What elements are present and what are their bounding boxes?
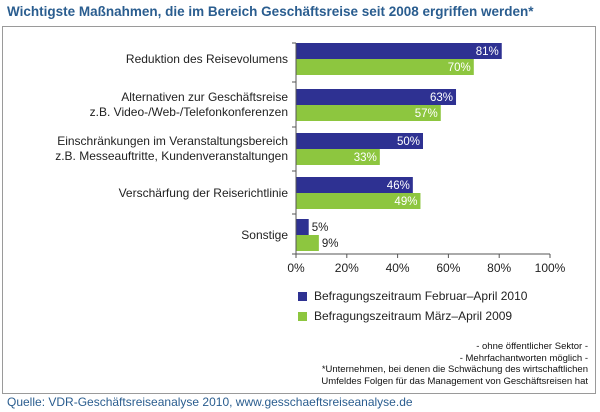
category-label-line: z.B. Messeauftritte, Kundenveranstaltung… <box>55 149 288 163</box>
legend-label-2009: Befragungszeitraum März–April 2009 <box>314 309 513 323</box>
category-label-line: Einschränkungen im Veranstaltungsbereich <box>57 134 288 148</box>
legend-item-2010: Befragungszeitraum Februar–April 2010 <box>298 289 527 303</box>
data-label: 5% <box>312 222 329 234</box>
category-label: Verschärfung der Reiserichtlinie <box>119 186 288 201</box>
data-label: 33% <box>354 152 377 164</box>
data-label: 63% <box>430 92 453 104</box>
bar <box>296 59 474 75</box>
bar <box>296 105 441 121</box>
x-tick-label: 0% <box>287 261 305 275</box>
data-label: 9% <box>322 238 339 250</box>
x-tick-label: 80% <box>487 261 511 275</box>
footnote-line: Umfeldes Folgen für das Management von G… <box>321 375 588 387</box>
category-label: Sonstige <box>241 228 288 243</box>
legend-label-2010: Befragungszeitraum Februar–April 2010 <box>314 289 528 303</box>
footnote-line: *Unternehmen, bei denen die Schwächung d… <box>321 364 588 376</box>
bar <box>296 219 309 235</box>
footnotes: - ohne öffentlicher Sektor - - Mehrfacha… <box>321 341 588 387</box>
x-tick-label: 100% <box>535 261 566 275</box>
data-label: 50% <box>397 136 420 148</box>
legend-swatch-2009 <box>298 311 307 321</box>
data-label: 57% <box>415 108 438 120</box>
bar <box>296 149 380 165</box>
footnote-line: - ohne öffentlicher Sektor - <box>476 341 588 352</box>
bar <box>296 43 502 59</box>
legend-item-2009: Befragungszeitraum März–April 2009 <box>298 309 512 323</box>
bar <box>296 89 457 105</box>
data-label: 70% <box>448 62 471 74</box>
bar <box>296 235 319 251</box>
footnote-line: - Mehrfachantworten möglich - <box>459 352 588 364</box>
category-label-line: Verschärfung der Reiserichtlinie <box>118 185 288 200</box>
x-tick-label: 20% <box>335 261 359 275</box>
legend-swatch-2010 <box>298 291 307 301</box>
chart-title: Wichtigste Maßnahmen, die im Bereich Ges… <box>7 4 534 19</box>
category-label-line: Reduktion des Reisevolumens <box>125 51 288 66</box>
data-label: 46% <box>387 180 410 192</box>
x-tick-label: 60% <box>436 261 460 275</box>
category-label-line: Alternativen zur Geschäftsreise <box>121 90 288 104</box>
x-tick-label: 40% <box>386 261 410 275</box>
data-label: 81% <box>476 46 499 58</box>
chart-frame <box>2 26 596 394</box>
bar <box>296 193 421 209</box>
source-line: Quelle: VDR-Geschäftsreiseanalyse 2010, … <box>7 395 413 409</box>
category-label: Alternativen zur Geschäftsreise z.B. Vide… <box>90 90 288 120</box>
category-label-line: z.B. Video-/Web-/Telefonkonferenzen <box>89 105 288 119</box>
bar <box>296 133 423 149</box>
category-label-line: Sonstige <box>241 227 288 242</box>
category-label: Reduktion des Reisevolumens <box>126 52 288 67</box>
category-label: Einschränkungen im Veranstaltungsbereich… <box>55 134 288 164</box>
data-label: 49% <box>394 196 417 208</box>
bar <box>296 177 413 193</box>
